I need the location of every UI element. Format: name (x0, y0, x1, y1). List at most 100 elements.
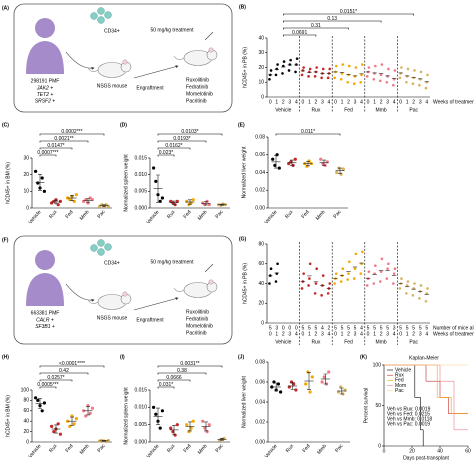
data-point (328, 282, 332, 285)
data-point (191, 198, 195, 202)
data-point (321, 274, 325, 277)
y-tick-label: 0.06 (255, 152, 265, 158)
bracket-label: 0.031* (159, 382, 174, 388)
data-point (191, 419, 195, 423)
week-label: 0 (334, 99, 337, 105)
cd34-cell (104, 11, 112, 19)
x-tick-label: Vehicle (264, 209, 279, 225)
data-point (373, 72, 376, 75)
bracket (39, 154, 57, 157)
alive-count: 4 (321, 325, 324, 331)
y-tick-label: 100 (373, 362, 382, 368)
data-point (413, 69, 416, 72)
data-point (405, 75, 409, 78)
bracket-label: 0.0193* (173, 136, 190, 142)
y-tick-label: 0.005 (134, 422, 147, 428)
y-tick-label: 0.005 (134, 189, 147, 195)
y-tick-label: 0.015 (134, 155, 147, 161)
data-point (361, 250, 364, 254)
data-point (326, 292, 330, 295)
group-label: Mmb (376, 107, 387, 113)
bracket (39, 386, 57, 389)
y-axis-title: hCD45+ in BM (%) (5, 395, 11, 437)
x-tick-label: Fed (182, 209, 192, 220)
week-label: 4 (425, 331, 428, 337)
data-point (154, 179, 158, 183)
error-bar (274, 155, 278, 169)
y-tick-label: 40 (258, 35, 264, 41)
alive-count: 5 (308, 325, 311, 331)
data-point (175, 423, 179, 427)
error-bar (86, 406, 90, 416)
data-point (405, 284, 409, 287)
y-tick-label: 60 (258, 261, 264, 267)
group-label: Rux (311, 339, 320, 345)
alive-count: 5 (373, 325, 376, 331)
panel-label: (F) (2, 237, 9, 243)
data-point (320, 380, 324, 384)
error-bar (102, 204, 106, 207)
data-point (201, 201, 205, 205)
week-label: 2 (380, 99, 383, 105)
week-label: 2 (380, 331, 383, 337)
week-label: 2 (412, 99, 415, 105)
data-point (359, 272, 363, 275)
week-label: 1 (275, 331, 278, 337)
data-point (341, 63, 345, 66)
data-point (310, 375, 314, 379)
week-label: 0 (334, 331, 337, 337)
group-label: Vehicle (275, 339, 291, 345)
week-label: 1 (308, 331, 311, 337)
group-label: Mmb (376, 339, 387, 345)
week-label: 1 (373, 331, 376, 337)
data-point (361, 63, 364, 66)
bracket (39, 140, 89, 143)
y-tick-label: 0.000 (134, 205, 147, 211)
x-tick-label: Mmb (315, 209, 327, 222)
data-point (308, 67, 312, 71)
week-label: 0 (367, 99, 370, 105)
alive-count: 5 (367, 325, 370, 331)
x-tick-label: Fed (300, 209, 310, 220)
drug: Pacritinib (186, 98, 207, 104)
data-point (201, 419, 205, 423)
data-point (169, 426, 173, 430)
data-point (171, 430, 175, 434)
x-axis-title: Weeks of treatment (433, 331, 474, 337)
week-label: 1 (341, 99, 344, 105)
bracket (157, 140, 207, 143)
data-point (425, 292, 429, 295)
data-point (418, 83, 421, 87)
data-point (302, 272, 305, 275)
data-point (269, 69, 273, 72)
error-bar (204, 421, 208, 432)
bracket-label: 0.0257* (47, 375, 64, 381)
bracket-label: 0.0151* (340, 9, 357, 15)
data-point (385, 80, 389, 84)
data-point (379, 79, 382, 83)
error-bar (220, 438, 224, 441)
legend-label: Vehicle (395, 367, 411, 373)
alive-count: 5 (347, 325, 350, 331)
bracket (157, 365, 223, 368)
data-point (42, 401, 47, 405)
alive-count: 3 (275, 325, 278, 331)
error-bar (102, 440, 106, 442)
mouse-label: NSGS mouse (97, 83, 128, 89)
y-tick-label: 0.04 (255, 399, 265, 405)
x-tick-label: Vehicle (28, 443, 43, 459)
data-point (52, 430, 56, 434)
data-point (419, 70, 423, 74)
error-bar (220, 203, 224, 206)
bracket-label: 0.0162* (165, 143, 182, 149)
data-point (282, 60, 286, 63)
group-label: Fed (344, 339, 353, 345)
data-point (185, 423, 189, 427)
data-point (333, 76, 336, 80)
data-point (90, 406, 94, 410)
mouse-tail (173, 55, 185, 60)
data-point (339, 280, 343, 283)
drug: Ruxolitinib (186, 77, 209, 83)
panel-label: (C) (2, 122, 9, 128)
week-label: 4 (328, 331, 331, 337)
